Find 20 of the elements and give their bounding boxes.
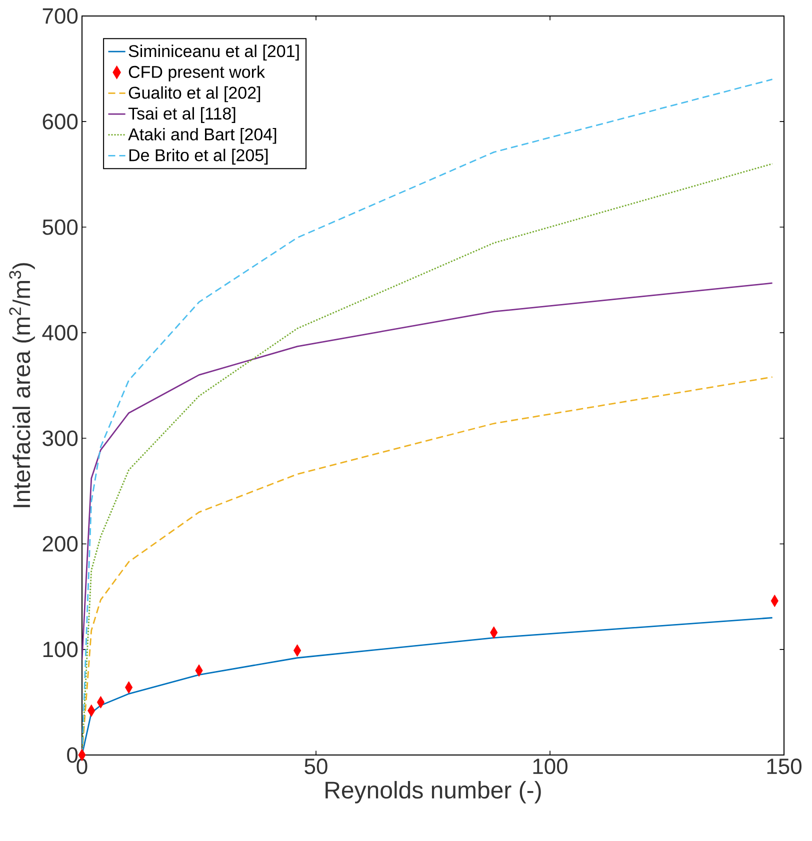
- y-tick-label: 300: [42, 430, 78, 446]
- legend-label: Gualito et al [202]: [128, 86, 260, 102]
- legend-label: Tsai et al [118]: [128, 107, 236, 123]
- y-axis-title: Interfacial area (m$^{2}$/m$^{3}$): [9, 263, 35, 508]
- y-tick-label: 500: [42, 219, 78, 235]
- legend-label: De Brito et al [205]: [129, 148, 268, 165]
- y-tick-label: 100: [43, 642, 78, 658]
- x-tick-label: 150: [767, 758, 802, 774]
- legend-label: CFD present work: [128, 65, 266, 82]
- legend-label: Ataki and Bart [204]: [128, 128, 276, 144]
- y-tick-label: 600: [42, 114, 78, 130]
- x-tick-label: 100: [533, 758, 568, 774]
- x-tick-label: 50: [304, 758, 328, 774]
- y-tick-label: 400: [42, 324, 78, 341]
- line-series: [82, 282, 774, 661]
- legend-label: Siminiceanu et al [201]: [128, 44, 299, 61]
- y-tick-label: 700: [42, 8, 78, 24]
- y-tick-label: 200: [42, 536, 78, 552]
- y-tick-label: 0: [67, 747, 78, 763]
- x-axis-title: Reynolds number (-): [326, 780, 541, 804]
